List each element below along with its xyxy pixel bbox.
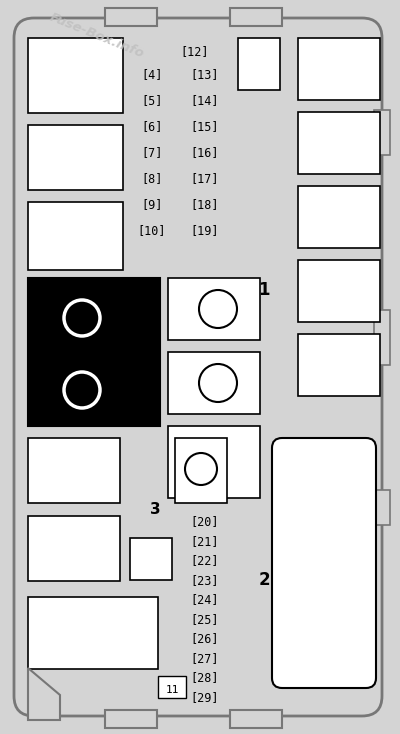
- Bar: [298, 260, 380, 322]
- Text: [10]: [10]: [138, 225, 166, 238]
- Bar: [230, 8, 282, 26]
- Bar: [298, 112, 380, 174]
- Bar: [28, 202, 123, 270]
- Text: [13]: [13]: [191, 68, 219, 81]
- Bar: [28, 438, 120, 503]
- Text: [8]: [8]: [141, 172, 163, 186]
- Bar: [130, 538, 172, 580]
- Bar: [374, 310, 390, 365]
- Text: [23]: [23]: [191, 574, 219, 587]
- Bar: [28, 278, 160, 426]
- Bar: [374, 110, 390, 155]
- Text: [14]: [14]: [191, 95, 219, 107]
- Text: [27]: [27]: [191, 652, 219, 665]
- Text: [15]: [15]: [191, 120, 219, 134]
- Circle shape: [185, 453, 217, 485]
- Bar: [168, 278, 260, 340]
- Bar: [298, 186, 380, 248]
- Bar: [298, 334, 380, 396]
- Text: [7]: [7]: [141, 147, 163, 159]
- Text: [21]: [21]: [191, 535, 219, 548]
- Bar: [28, 516, 120, 581]
- Circle shape: [64, 300, 100, 336]
- Text: 3: 3: [150, 503, 160, 517]
- Text: 11: 11: [165, 685, 179, 695]
- Text: [18]: [18]: [191, 198, 219, 211]
- Text: [5]: [5]: [141, 95, 163, 107]
- Polygon shape: [28, 668, 60, 720]
- Bar: [168, 426, 260, 498]
- Text: 1: 1: [258, 281, 270, 299]
- Text: [12]: [12]: [181, 46, 209, 59]
- Text: [9]: [9]: [141, 198, 163, 211]
- Text: [6]: [6]: [141, 120, 163, 134]
- Bar: [230, 710, 282, 728]
- Circle shape: [199, 290, 237, 328]
- Bar: [28, 125, 123, 190]
- Bar: [374, 490, 390, 525]
- Bar: [105, 710, 157, 728]
- Text: Fuse-Box.info: Fuse-Box.info: [48, 11, 146, 61]
- FancyBboxPatch shape: [14, 18, 382, 716]
- Text: [20]: [20]: [191, 515, 219, 528]
- Text: [17]: [17]: [191, 172, 219, 186]
- FancyBboxPatch shape: [272, 438, 376, 688]
- Bar: [158, 676, 186, 698]
- Bar: [238, 38, 280, 90]
- Bar: [28, 597, 158, 669]
- Text: [26]: [26]: [191, 633, 219, 645]
- Text: [22]: [22]: [191, 554, 219, 567]
- Circle shape: [199, 364, 237, 402]
- Bar: [28, 38, 123, 113]
- Bar: [168, 352, 260, 414]
- Text: [19]: [19]: [191, 225, 219, 238]
- Bar: [105, 8, 157, 26]
- Circle shape: [64, 372, 100, 408]
- Text: [28]: [28]: [191, 672, 219, 685]
- Text: [29]: [29]: [191, 691, 219, 704]
- Text: [4]: [4]: [141, 68, 163, 81]
- Text: 2: 2: [258, 571, 270, 589]
- Bar: [175, 438, 227, 503]
- Text: [16]: [16]: [191, 147, 219, 159]
- Text: [24]: [24]: [191, 594, 219, 606]
- Text: [25]: [25]: [191, 613, 219, 626]
- Bar: [298, 38, 380, 100]
